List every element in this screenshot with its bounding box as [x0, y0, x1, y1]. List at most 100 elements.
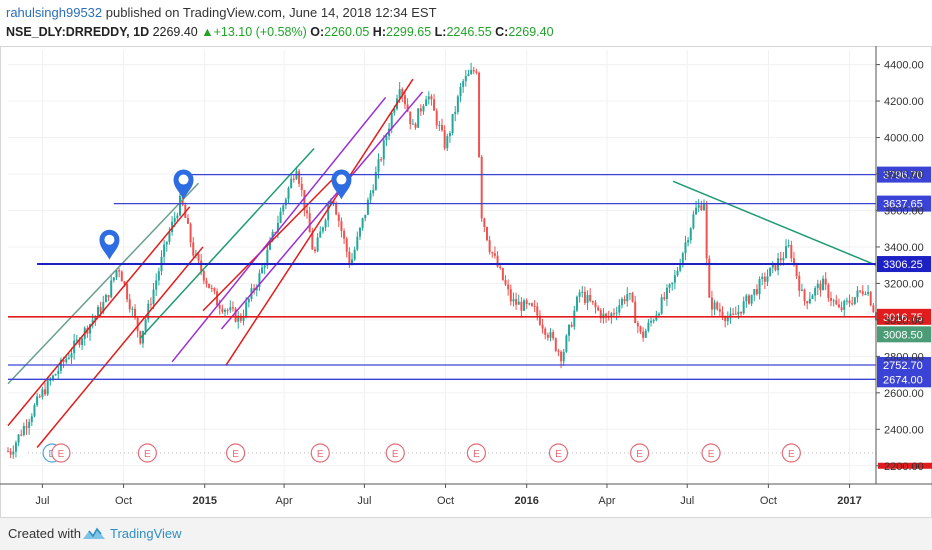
time-axis[interactable]: Jul Oct 2015 Apr Jul Oct 2016 Apr Jul Oct 2017	[0, 483, 932, 507]
author-link[interactable]: rahulsingh99532	[6, 5, 103, 20]
candle-body	[239, 315, 242, 321]
earnings-marker[interactable]	[701, 443, 721, 463]
tradingview-brand[interactable]: TradingView	[110, 526, 182, 541]
channel-line-purple-lower[interactable]	[171, 96, 387, 363]
candle-body	[324, 220, 327, 228]
candle-body	[435, 110, 438, 126]
earnings-marker[interactable]	[548, 443, 569, 463]
candle-body	[284, 199, 287, 206]
candle-body	[94, 316, 97, 321]
candle-body	[740, 311, 743, 314]
earnings-marker[interactable]	[51, 443, 71, 463]
candle-body	[327, 204, 330, 221]
candle-body	[467, 74, 470, 76]
candle-body	[528, 303, 531, 305]
candle-body	[218, 305, 221, 309]
candle-body	[44, 389, 47, 395]
candle-body	[448, 133, 451, 137]
candle-body	[165, 241, 168, 245]
candle-body	[136, 317, 139, 332]
high-value: 2299.65	[386, 25, 432, 39]
candle-body	[75, 339, 78, 341]
channel-line-purple-upper[interactable]	[220, 91, 424, 330]
candle-body	[7, 451, 9, 453]
earnings-marker[interactable]	[629, 443, 650, 463]
channel-line-green[interactable]	[139, 147, 315, 339]
earnings-marker[interactable]	[225, 443, 246, 463]
candle-body	[298, 171, 301, 184]
candle-body	[14, 442, 17, 452]
candle-body	[210, 288, 213, 290]
candle-body	[676, 270, 679, 276]
candle-body	[726, 317, 729, 322]
level-price-label: 3306.25	[883, 259, 923, 271]
candle-body	[36, 396, 39, 406]
candle-body	[337, 214, 340, 222]
candle-body	[665, 287, 668, 299]
candle-body	[303, 190, 306, 211]
candle-body	[247, 298, 250, 303]
candle-body	[126, 284, 129, 300]
candle-body	[499, 266, 502, 268]
candle-body	[390, 112, 393, 129]
level-price-label: 3796.70	[883, 170, 923, 182]
candle-body	[102, 302, 105, 313]
price-axis[interactable]: 2200.00 2400.00 2600.00 2800.00 3000.00 3200.…	[875, 46, 924, 484]
x-tick-label: 2016	[514, 495, 538, 507]
candle-body	[149, 303, 152, 305]
x-tick-label: Jul	[357, 495, 371, 507]
earnings-marker[interactable]	[466, 443, 487, 463]
candle-body	[433, 99, 436, 111]
candle-body	[753, 289, 756, 295]
candle-body	[369, 193, 372, 200]
candle-body	[406, 104, 409, 112]
earnings-marker[interactable]	[310, 443, 330, 463]
candle-body	[705, 204, 708, 259]
candle-body	[869, 292, 872, 306]
candle-body	[134, 308, 137, 318]
candle-body	[610, 313, 613, 318]
candle-body	[652, 320, 655, 322]
candle-body	[586, 294, 589, 303]
candle-body	[790, 244, 793, 259]
channel-line-red-upper[interactable]	[202, 169, 342, 312]
candle-body	[313, 249, 316, 252]
candle-body	[216, 291, 219, 306]
candle-body	[306, 210, 309, 214]
candle-body	[581, 291, 584, 293]
candle-body	[515, 299, 518, 305]
candle-body	[28, 421, 31, 428]
symbol-name: NSE_DLY:DRREDDY, 1D	[6, 25, 150, 39]
candle-body	[671, 282, 674, 285]
candle-body	[120, 271, 123, 282]
y-tick-label: 4400.00	[884, 60, 924, 72]
candle-body	[141, 330, 144, 344]
downtrend-line[interactable]	[672, 180, 877, 266]
candle-body	[483, 218, 486, 228]
last-price-label: 3008.50	[883, 329, 923, 341]
candle-body	[697, 205, 700, 208]
candle-body	[591, 300, 594, 303]
published-text: published on TradingView.com, June 14, 2…	[102, 5, 437, 20]
candle-body	[274, 231, 277, 233]
candle-body	[687, 240, 690, 243]
price-chart[interactable]: 3796.70 3637.65 3306.25 3016.75 2752.70 2674.…	[0, 46, 932, 518]
candle-body	[224, 309, 226, 312]
candle-body	[332, 200, 335, 204]
channel-line-red-lower[interactable]	[225, 78, 414, 366]
candle-body	[702, 204, 705, 211]
candle-body	[319, 231, 322, 238]
candle-body	[647, 322, 650, 331]
earnings-marker[interactable]	[781, 443, 801, 463]
y-tick-label: 2800.00	[884, 351, 924, 363]
channel-line-lower[interactable]	[36, 246, 204, 449]
channel-line-upper[interactable]	[7, 182, 200, 385]
candle-body	[242, 316, 245, 321]
candle-body	[623, 298, 626, 302]
y-tick-label: 3200.00	[884, 278, 924, 290]
earnings-marker[interactable]	[137, 443, 157, 463]
candle-body	[631, 293, 634, 302]
candle-body	[557, 350, 560, 352]
earnings-marker[interactable]	[385, 443, 405, 463]
candle-body	[673, 275, 676, 283]
